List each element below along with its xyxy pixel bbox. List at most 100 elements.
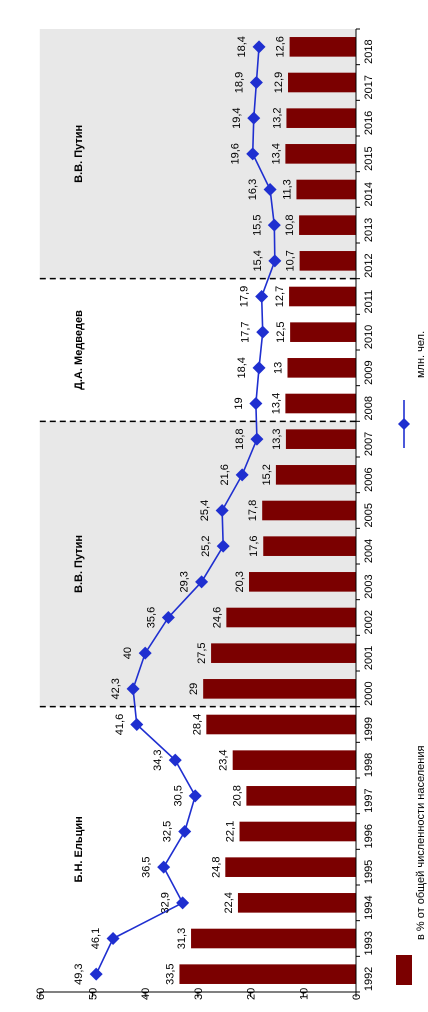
bar — [289, 37, 356, 57]
bar-value-label: 13,3 — [271, 428, 283, 449]
bar-value-label: 31,3 — [176, 928, 188, 949]
line-point — [267, 218, 281, 232]
line-point — [263, 183, 277, 196]
bar-value-label: 20,8 — [231, 785, 243, 806]
bar — [275, 465, 356, 485]
line-point — [215, 504, 229, 517]
line-value-label: 46,1 — [90, 928, 102, 949]
line-point — [247, 111, 261, 125]
line-value-label: 32,9 — [160, 892, 172, 913]
category-axis-tick-label: 2005 — [363, 503, 375, 527]
bar-value-label: 23,4 — [218, 749, 230, 770]
line-value-label: 34,3 — [152, 749, 164, 770]
bar-value-label: 29 — [188, 683, 200, 695]
bar-value-label: 20,3 — [234, 571, 246, 592]
line-value-label: 15,5 — [251, 214, 263, 235]
category-axis-tick-label: 2015 — [363, 146, 375, 170]
bar-value-label: 27,5 — [196, 642, 208, 663]
bar — [179, 964, 356, 984]
bar-value-label: 24,8 — [210, 856, 222, 877]
era-label: Д.А. Медведев — [73, 310, 85, 390]
bar — [299, 251, 356, 271]
category-axis-tick-label: 1997 — [363, 788, 375, 812]
bar — [286, 108, 356, 128]
bar-value-label: 10,8 — [284, 214, 296, 235]
category-axis-tick-label: 2011 — [363, 290, 375, 314]
line-value-label: 17,7 — [240, 321, 252, 342]
line-point — [256, 325, 270, 339]
line-value-label: 42,3 — [110, 678, 122, 699]
era-label: Б.Н. Ельцин — [73, 816, 85, 882]
bar-value-label: 13 — [272, 362, 284, 374]
line-value-label: 18,4 — [236, 357, 248, 378]
bar-value-label: 12,5 — [275, 321, 287, 342]
line-point — [126, 682, 140, 696]
bar-value-label: 12,7 — [274, 286, 286, 307]
line-point — [168, 753, 182, 767]
category-axis-tick-label: 2006 — [363, 467, 375, 491]
line-value-label: 16,3 — [247, 179, 259, 200]
line-value-label: 49,3 — [73, 963, 85, 984]
line-point — [249, 76, 263, 89]
bar-value-label: 28,4 — [191, 714, 203, 735]
value-axis-tick-label: 20 — [246, 988, 258, 1000]
line-point — [268, 254, 282, 268]
legend-line-label: млн. чел. — [415, 331, 427, 378]
bar — [299, 215, 356, 235]
value-axis-tick-label: 10 — [298, 988, 310, 1000]
line-point — [255, 290, 269, 303]
category-axis-tick-label: 2004 — [363, 539, 375, 563]
category-axis-tick-label: 2003 — [363, 574, 375, 598]
line-value-label: 35,6 — [145, 607, 157, 628]
bar-value-label: 17,6 — [248, 535, 260, 556]
bar — [289, 286, 356, 307]
value-axis-tick-label: 0 — [351, 994, 363, 1000]
category-axis-tick-label: 2001 — [363, 646, 375, 670]
bar-value-label: 33,5 — [164, 963, 176, 984]
line-value-label: 25,4 — [199, 500, 211, 521]
line-value-label: 18,4 — [236, 36, 248, 57]
line-point — [216, 539, 230, 553]
bar — [285, 393, 356, 414]
category-axis-tick-label: 1992 — [363, 967, 375, 991]
category-axis-tick-label: 2007 — [363, 432, 375, 456]
bar-value-label: 13,4 — [270, 143, 282, 164]
bar — [246, 786, 356, 806]
bar-value-label: 15,2 — [261, 464, 273, 485]
bar — [263, 536, 356, 556]
bar — [191, 928, 356, 949]
bar — [211, 643, 356, 663]
bar-value-label: 24,6 — [211, 607, 223, 628]
line-point — [106, 932, 120, 945]
bar-value-label: 13,4 — [270, 393, 282, 414]
category-axis-tick-label: 2010 — [363, 325, 375, 349]
bar-value-label: 12,6 — [275, 36, 287, 57]
bar — [232, 750, 356, 770]
line-point — [246, 147, 260, 161]
line-value-label: 41,6 — [114, 714, 126, 735]
category-axis-tick-label: 2002 — [363, 610, 375, 634]
bar-value-label: 17,8 — [247, 500, 259, 521]
category-axis-tick-label: 2018 — [363, 39, 375, 63]
era-label: В.В. Путин — [73, 535, 85, 593]
bar-value-label: 22,4 — [223, 892, 235, 913]
line-value-label: 25,2 — [200, 535, 212, 556]
value-axis-tick-label: 50 — [88, 988, 100, 1000]
category-axis-tick-label: 2013 — [363, 218, 375, 242]
category-axis-tick-label: 1998 — [363, 753, 375, 777]
value-axis-tick-label: 40 — [140, 988, 152, 1000]
line-value-label: 29,3 — [179, 571, 191, 592]
bar — [239, 821, 356, 842]
bar — [285, 429, 356, 449]
category-axis-tick-label: 1999 — [363, 717, 375, 741]
line-point — [252, 361, 266, 375]
bar — [296, 179, 356, 200]
line-point — [178, 825, 192, 838]
value-axis-tick-label: 30 — [193, 988, 205, 1000]
bar-value-label: 22,1 — [225, 821, 237, 842]
legend-bar-swatch — [396, 955, 412, 985]
category-axis-tick-label: 2017 — [363, 75, 375, 99]
category-axis-tick-label: 1995 — [363, 860, 375, 884]
category-axis-tick-label: 2016 — [363, 111, 375, 135]
